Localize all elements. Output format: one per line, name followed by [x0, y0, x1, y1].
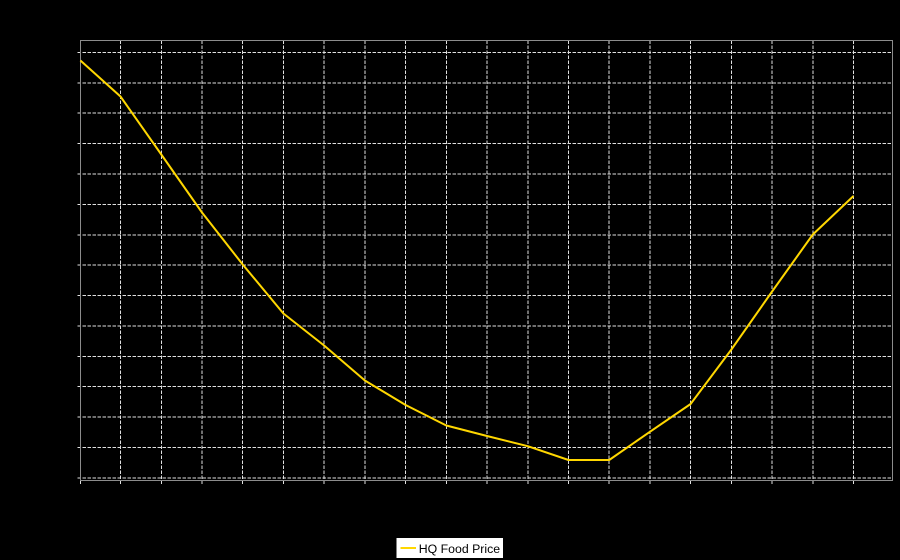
- svg-text:HQ Food Price: HQ Food Price: [419, 542, 500, 556]
